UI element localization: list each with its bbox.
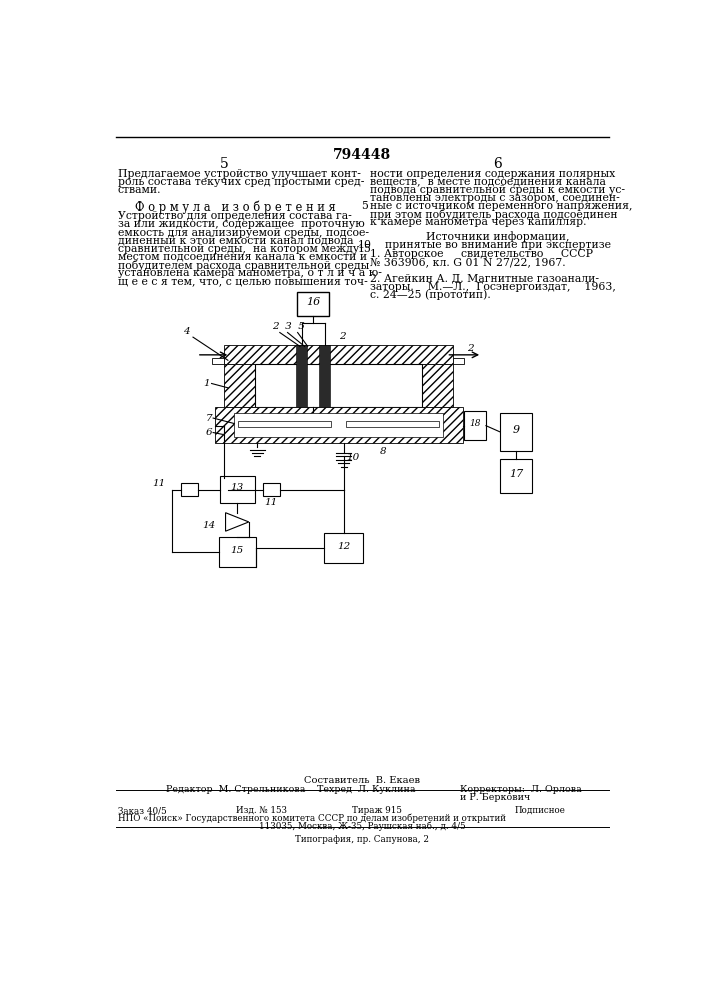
- Bar: [452, 358, 464, 364]
- Text: Корректоры:  Л. Орлова: Корректоры: Л. Орлова: [460, 785, 582, 794]
- Text: 794448: 794448: [333, 148, 391, 162]
- Text: 5: 5: [220, 157, 228, 171]
- Text: местом подсоединения канала к емкости и: местом подсоединения канала к емкости и: [118, 252, 367, 262]
- Bar: [182, 483, 199, 496]
- Text: № 363906, кл. G 01 N 27/22, 1967.: № 363906, кл. G 01 N 27/22, 1967.: [370, 257, 566, 267]
- Text: установлена камера манометра, о т л и ч а ю-: установлена камера манометра, о т л и ч …: [118, 268, 382, 278]
- Text: 6: 6: [493, 157, 502, 171]
- Bar: [224, 345, 452, 364]
- Bar: [464, 411, 486, 440]
- Bar: [218, 537, 256, 567]
- Text: роль состава текучих сред простыми сред-: роль состава текучих сред простыми сред-: [118, 177, 364, 187]
- Text: Редактор  М. Стрельникова: Редактор М. Стрельникова: [166, 785, 305, 794]
- Bar: [263, 483, 280, 496]
- Bar: [255, 364, 421, 407]
- Text: Устройство для определения состава га-: Устройство для определения состава га-: [118, 211, 351, 221]
- Text: ствами.: ствами.: [118, 185, 161, 195]
- Text: тановлены электроды с зазором, соединен-: тановлены электроды с зазором, соединен-: [370, 193, 619, 203]
- Polygon shape: [226, 513, 249, 531]
- Text: 10: 10: [346, 453, 359, 462]
- Text: 15: 15: [358, 244, 372, 254]
- Text: и Р. Беркович: и Р. Беркович: [460, 793, 531, 802]
- Text: 17: 17: [509, 469, 523, 479]
- Text: 1: 1: [204, 379, 210, 388]
- Text: 6: 6: [206, 428, 212, 437]
- Bar: [215, 407, 462, 443]
- Text: подвода сравнительной среды к емкости ус-: подвода сравнительной среды к емкости ус…: [370, 185, 625, 195]
- Bar: [296, 345, 307, 413]
- Bar: [220, 476, 255, 503]
- Text: Тираж 915: Тираж 915: [352, 806, 402, 815]
- Text: Источники информации,: Источники информации,: [426, 232, 569, 242]
- Text: к камере манометра через капилляр.: к камере манометра через капилляр.: [370, 217, 586, 227]
- Text: ности определения содержания полярных: ности определения содержания полярных: [370, 169, 615, 179]
- Bar: [212, 358, 224, 364]
- Text: принятые во внимание при экспертизе: принятые во внимание при экспертизе: [385, 240, 611, 250]
- Text: сравнительной среды,  на котором между: сравнительной среды, на котором между: [118, 244, 359, 254]
- Text: Заказ 40/5: Заказ 40/5: [118, 806, 166, 815]
- Text: Составитель  В. Екаев: Составитель В. Екаев: [304, 776, 420, 785]
- Bar: [297, 292, 329, 316]
- Text: 9: 9: [513, 425, 520, 435]
- Bar: [346, 421, 440, 427]
- Bar: [325, 533, 363, 563]
- Text: с. 24—25 (прототип).: с. 24—25 (прототип).: [370, 290, 491, 300]
- Text: веществ,  в месте подсоединения канала: веществ, в месте подсоединения канала: [370, 177, 606, 187]
- Text: Предлагаемое устройство улучшает конт-: Предлагаемое устройство улучшает конт-: [118, 169, 361, 179]
- Text: 8: 8: [380, 447, 387, 456]
- Text: Подписное: Подписное: [515, 806, 566, 815]
- Text: за или жидкости, содержащее  проточную: за или жидкости, содержащее проточную: [118, 219, 365, 229]
- Text: диненный к этой емкости канал подвода: диненный к этой емкости канал подвода: [118, 236, 354, 246]
- Text: 12: 12: [337, 542, 350, 551]
- Text: 16: 16: [306, 297, 320, 307]
- Text: 7: 7: [206, 414, 212, 423]
- Bar: [234, 413, 443, 437]
- Text: 5: 5: [361, 201, 368, 211]
- Bar: [224, 364, 255, 407]
- Text: 11: 11: [264, 498, 278, 507]
- Text: 13: 13: [230, 483, 244, 492]
- Text: Изд. № 153: Изд. № 153: [235, 806, 286, 815]
- Text: 113035, Москва, Ж-35, Раушская наб., д. 4/5: 113035, Москва, Ж-35, Раушская наб., д. …: [259, 821, 465, 831]
- Text: 11: 11: [153, 479, 166, 488]
- Text: Техред  Л. Куклина: Техред Л. Куклина: [317, 785, 416, 794]
- Text: ные с источником переменного напряжения,: ные с источником переменного напряжения,: [370, 201, 632, 211]
- Bar: [421, 364, 452, 407]
- Text: 4: 4: [184, 327, 190, 336]
- Text: 1. Авторское     свидетельство     СССР: 1. Авторское свидетельство СССР: [370, 249, 592, 259]
- Bar: [292, 412, 334, 418]
- Text: 2. Агейкин А. Д. Магнитные газоанали-: 2. Агейкин А. Д. Магнитные газоанали-: [370, 274, 599, 284]
- Text: 14: 14: [202, 521, 216, 530]
- Text: щ е е с я тем, что, с целью повышения точ-: щ е е с я тем, что, с целью повышения то…: [118, 276, 368, 286]
- Bar: [500, 413, 532, 451]
- Bar: [238, 421, 331, 427]
- Text: 18: 18: [469, 419, 481, 428]
- Bar: [500, 459, 532, 493]
- Text: 2: 2: [467, 344, 473, 353]
- Text: заторы.    М.—Л.,  Госэнергоиздат,    1963,: заторы. М.—Л., Госэнергоиздат, 1963,: [370, 282, 616, 292]
- Text: НПО «Поиск» Государственного комитета СССР по делам изобретений и открытий: НПО «Поиск» Государственного комитета СС…: [118, 814, 506, 823]
- Text: Типография, пр. Сапунова, 2: Типография, пр. Сапунова, 2: [295, 835, 429, 844]
- Text: при этом побудитель расхода подсоединен: при этом побудитель расхода подсоединен: [370, 209, 617, 220]
- Text: 2: 2: [339, 332, 345, 341]
- Text: 15: 15: [230, 546, 244, 555]
- Text: Ф о р м у л а   и з о б р е т е н и я: Ф о р м у л а и з о б р е т е н и я: [135, 201, 336, 214]
- Text: побудителем расхода сравнительной среды: побудителем расхода сравнительной среды: [118, 260, 369, 271]
- Text: 10: 10: [358, 240, 372, 250]
- Bar: [320, 345, 330, 413]
- Text: 2  3  5: 2 3 5: [272, 322, 305, 331]
- Text: емкость для анализируемой среды, подсое-: емкость для анализируемой среды, подсое-: [118, 228, 369, 238]
